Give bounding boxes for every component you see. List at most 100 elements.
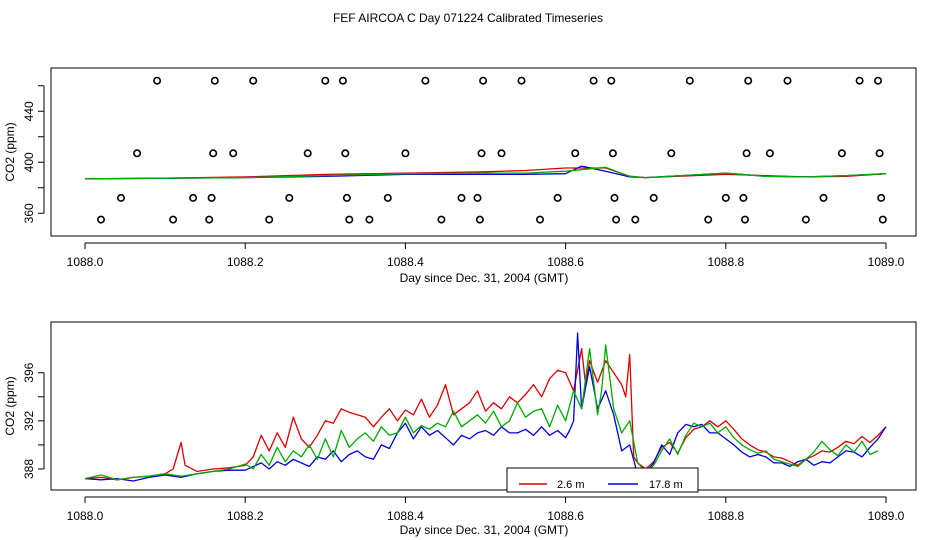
marker-point <box>321 76 330 85</box>
y-tick-label: 360 <box>22 203 36 223</box>
marker-point <box>608 149 617 158</box>
marker-point <box>612 215 621 224</box>
marker-point <box>783 76 792 85</box>
bottom-x-axis: 1088.0 1088.2 1088.4 1088.6 1088.8 1089.0 <box>67 496 905 523</box>
marker-point <box>837 149 846 158</box>
x-tick-label: 1089.0 <box>868 509 905 523</box>
top-markers <box>97 76 887 224</box>
marker-point <box>97 215 106 224</box>
marker-point <box>133 149 142 158</box>
marker-point <box>878 215 887 224</box>
x-tick-label: 1088.0 <box>67 255 104 269</box>
marker-point <box>571 149 580 158</box>
x-tick-label: 1088.6 <box>547 509 584 523</box>
marker-point <box>437 215 446 224</box>
marker-point <box>649 193 658 202</box>
y-tick-label: 392 <box>22 410 36 430</box>
marker-point <box>553 193 562 202</box>
marker-point <box>189 193 198 202</box>
marker-point <box>873 76 882 85</box>
y-tick-label: 388 <box>22 459 36 479</box>
marker-point <box>265 215 274 224</box>
marker-point <box>117 193 126 202</box>
bottom-panel: 1088.0 1088.2 1088.4 1088.6 1088.8 1089.0 388… <box>3 321 917 537</box>
marker-point <box>740 215 749 224</box>
y-tick-label: 400 <box>22 152 36 172</box>
marker-point <box>207 193 216 202</box>
bottom-series-line-2-6-m <box>84 348 887 481</box>
marker-point <box>744 76 753 85</box>
top-plot-frame <box>50 67 917 237</box>
bottom-y-axis-label: CO2 (ppm) <box>3 376 17 435</box>
top-y-axis: 360 400 440 <box>22 85 45 223</box>
marker-point <box>739 193 748 202</box>
top-series-lines <box>84 165 887 180</box>
marker-point <box>667 149 676 158</box>
marker-point <box>249 76 258 85</box>
marker-point <box>457 193 466 202</box>
marker-point <box>610 193 619 202</box>
x-tick-label: 1088.2 <box>227 509 264 523</box>
marker-point <box>421 76 430 85</box>
marker-point <box>819 193 828 202</box>
bottom-series-lines <box>84 332 887 482</box>
marker-point <box>383 193 392 202</box>
marker-point <box>477 149 486 158</box>
y-tick-label: 396 <box>22 362 36 382</box>
marker-point <box>765 149 774 158</box>
marker-point <box>631 215 640 224</box>
marker-point <box>341 149 350 158</box>
marker-point <box>153 76 162 85</box>
marker-point <box>205 215 214 224</box>
bottom-series-line-green <box>84 344 879 481</box>
marker-point <box>607 76 616 85</box>
marker-point <box>209 149 218 158</box>
marker-point <box>210 76 219 85</box>
top-x-axis-label: Day since Dec. 31, 2004 (GMT) <box>400 271 569 285</box>
marker-point <box>535 215 544 224</box>
top-series-line-green <box>84 166 887 180</box>
marker-point <box>229 149 238 158</box>
x-tick-label: 1088.8 <box>707 255 744 269</box>
marker-point <box>169 215 178 224</box>
bottom-y-axis: 388 392 396 <box>22 362 45 479</box>
marker-point <box>401 149 410 158</box>
marker-point <box>365 215 374 224</box>
bottom-x-axis-label: Day since Dec. 31, 2004 (GMT) <box>400 523 569 537</box>
marker-point <box>742 149 751 158</box>
marker-point <box>855 76 864 85</box>
marker-point <box>345 215 354 224</box>
legend: 2.6 m 17.8 m <box>506 467 699 493</box>
x-tick-label: 1088.4 <box>387 509 424 523</box>
x-tick-label: 1089.0 <box>868 255 905 269</box>
marker-point <box>342 193 351 202</box>
x-tick-label: 1088.4 <box>387 255 424 269</box>
marker-point <box>473 193 482 202</box>
x-tick-label: 1088.6 <box>547 255 584 269</box>
x-tick-label: 1088.8 <box>707 509 744 523</box>
marker-point <box>877 193 886 202</box>
top-x-axis: 1088.0 1088.2 1088.4 1088.6 1088.8 1089.0 <box>67 242 905 269</box>
bottom-series-line-17-8-m <box>84 332 887 482</box>
marker-point <box>685 76 694 85</box>
marker-point <box>517 76 526 85</box>
marker-point <box>721 193 730 202</box>
marker-point <box>475 215 484 224</box>
marker-point <box>479 76 488 85</box>
legend-label-17-8m: 17.8 m <box>649 479 683 491</box>
legend-box <box>506 467 699 493</box>
y-tick-label: 440 <box>22 101 36 121</box>
bottom-plot-frame <box>50 321 917 491</box>
marker-point <box>303 149 312 158</box>
marker-point <box>497 149 506 158</box>
figure-title: FEF AIRCOA C Day 071224 Calibrated Times… <box>333 11 603 25</box>
x-tick-label: 1088.2 <box>227 255 264 269</box>
x-tick-label: 1088.0 <box>67 509 104 523</box>
marker-point <box>801 215 810 224</box>
top-panel: 1088.0 1088.2 1088.4 1088.6 1088.8 1089.0 360… <box>3 67 917 285</box>
marker-point <box>704 215 713 224</box>
legend-label-2-6m: 2.6 m <box>557 479 585 491</box>
marker-point <box>589 76 598 85</box>
marker-point <box>285 193 294 202</box>
